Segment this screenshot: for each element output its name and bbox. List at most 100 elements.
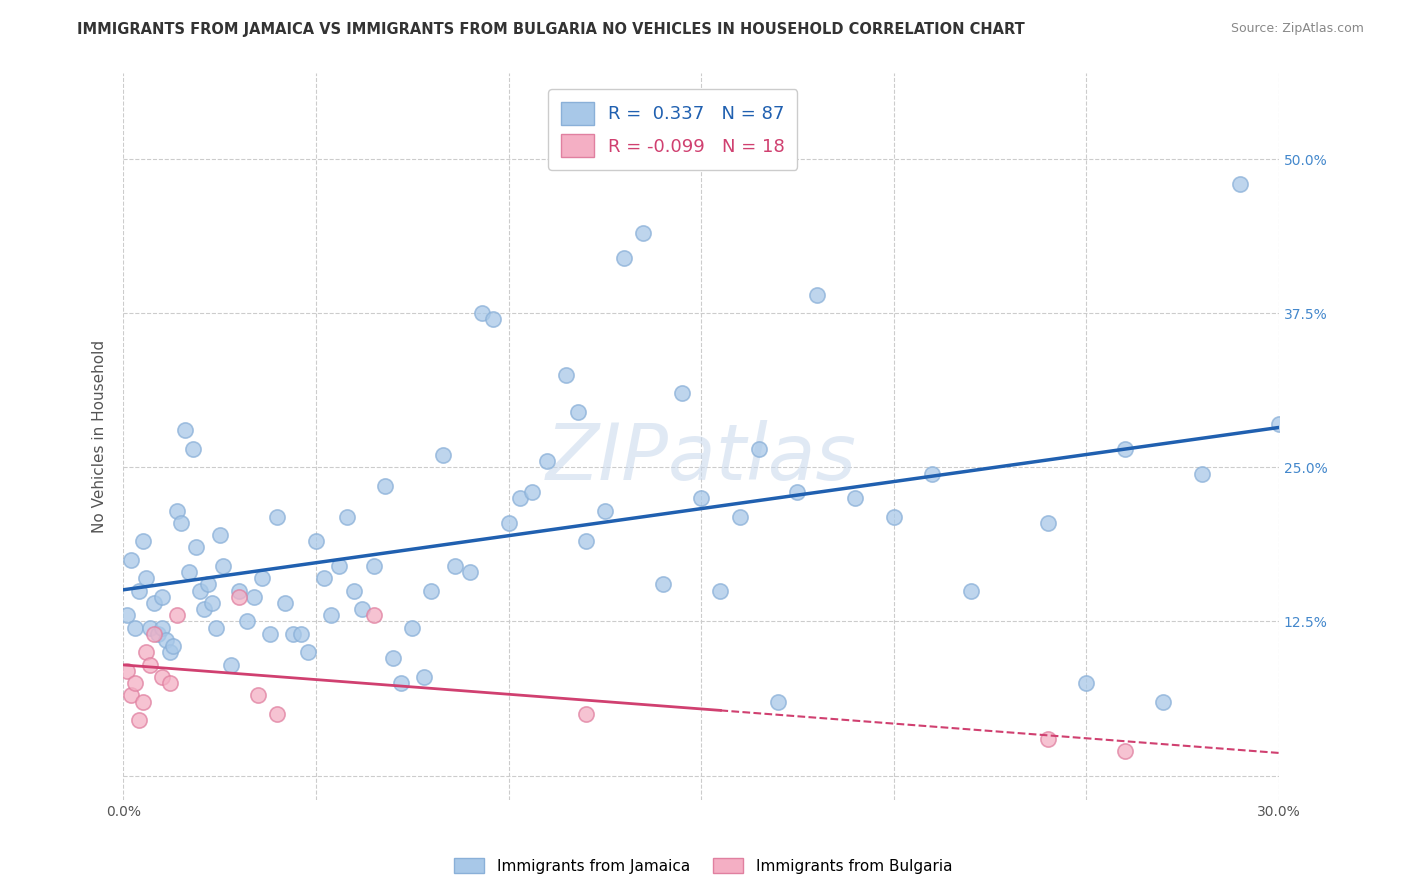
Point: [401, 621, 423, 635]
Point: [212, 559, 235, 574]
Point: [166, 608, 188, 623]
Point: [766, 695, 789, 709]
Point: [555, 368, 578, 382]
Point: [131, 695, 153, 709]
Point: [115, 664, 138, 678]
Point: [748, 442, 770, 456]
Point: [498, 516, 520, 530]
Point: [420, 583, 443, 598]
Point: [443, 559, 465, 574]
Point: [305, 534, 328, 549]
Point: [343, 583, 366, 598]
Point: [186, 541, 208, 555]
Point: [1076, 676, 1098, 690]
Point: [259, 627, 281, 641]
Point: [201, 596, 224, 610]
Point: [131, 534, 153, 549]
Point: [471, 306, 494, 320]
Point: [124, 621, 146, 635]
Point: [139, 657, 162, 672]
Point: [374, 479, 396, 493]
Legend: Immigrants from Jamaica, Immigrants from Bulgaria: Immigrants from Jamaica, Immigrants from…: [447, 852, 959, 880]
Text: IMMIGRANTS FROM JAMAICA VS IMMIGRANTS FROM BULGARIA NO VEHICLES IN HOUSEHOLD COR: IMMIGRANTS FROM JAMAICA VS IMMIGRANTS FR…: [77, 22, 1025, 37]
Point: [124, 676, 146, 690]
Text: Source: ZipAtlas.com: Source: ZipAtlas.com: [1230, 22, 1364, 36]
Point: [633, 226, 655, 240]
Point: [143, 627, 166, 641]
Point: [482, 312, 505, 326]
Point: [458, 565, 481, 579]
Point: [228, 583, 250, 598]
Point: [208, 528, 231, 542]
Point: [844, 491, 866, 506]
Point: [135, 571, 157, 585]
Point: [690, 491, 713, 506]
Point: [1191, 467, 1213, 481]
Point: [536, 454, 558, 468]
Point: [567, 405, 589, 419]
Point: [266, 509, 288, 524]
Point: [150, 590, 173, 604]
Point: [274, 596, 297, 610]
Y-axis label: No Vehicles in Household: No Vehicles in Household: [93, 340, 107, 533]
Point: [1229, 177, 1251, 191]
Point: [381, 651, 404, 665]
Point: [219, 657, 242, 672]
Point: [128, 713, 150, 727]
Point: [170, 516, 193, 530]
Point: [1114, 744, 1136, 758]
Text: ZIPatlas: ZIPatlas: [546, 420, 856, 496]
Point: [120, 553, 142, 567]
Point: [1036, 731, 1059, 746]
Point: [728, 509, 751, 524]
Point: [266, 706, 288, 721]
Point: [336, 509, 359, 524]
Point: [959, 583, 981, 598]
Point: [786, 485, 808, 500]
Point: [181, 442, 204, 456]
Point: [651, 577, 673, 591]
Point: [509, 491, 531, 506]
Point: [432, 448, 454, 462]
Legend: R =  0.337   N = 87, R = -0.099   N = 18: R = 0.337 N = 87, R = -0.099 N = 18: [548, 89, 797, 170]
Point: [143, 596, 166, 610]
Point: [150, 621, 173, 635]
Point: [177, 565, 200, 579]
Point: [228, 590, 250, 604]
Point: [115, 608, 138, 623]
Point: [352, 602, 374, 616]
Point: [520, 485, 543, 500]
Point: [1036, 516, 1059, 530]
Point: [281, 627, 304, 641]
Point: [159, 645, 181, 659]
Point: [1114, 442, 1136, 456]
Point: [921, 467, 943, 481]
Point: [363, 608, 385, 623]
Point: [574, 706, 596, 721]
Point: [363, 559, 385, 574]
Point: [671, 386, 693, 401]
Point: [593, 503, 616, 517]
Point: [1152, 695, 1174, 709]
Point: [204, 621, 226, 635]
Point: [155, 632, 177, 647]
Point: [412, 670, 434, 684]
Point: [135, 645, 157, 659]
Point: [139, 621, 162, 635]
Point: [247, 689, 270, 703]
Point: [883, 509, 905, 524]
Point: [243, 590, 266, 604]
Point: [235, 615, 257, 629]
Point: [146, 627, 169, 641]
Point: [613, 251, 636, 265]
Point: [162, 639, 184, 653]
Point: [120, 689, 142, 703]
Point: [250, 571, 273, 585]
Point: [709, 583, 731, 598]
Point: [1268, 417, 1291, 432]
Point: [197, 577, 219, 591]
Point: [193, 602, 215, 616]
Point: [328, 559, 350, 574]
Point: [297, 645, 319, 659]
Point: [174, 424, 197, 438]
